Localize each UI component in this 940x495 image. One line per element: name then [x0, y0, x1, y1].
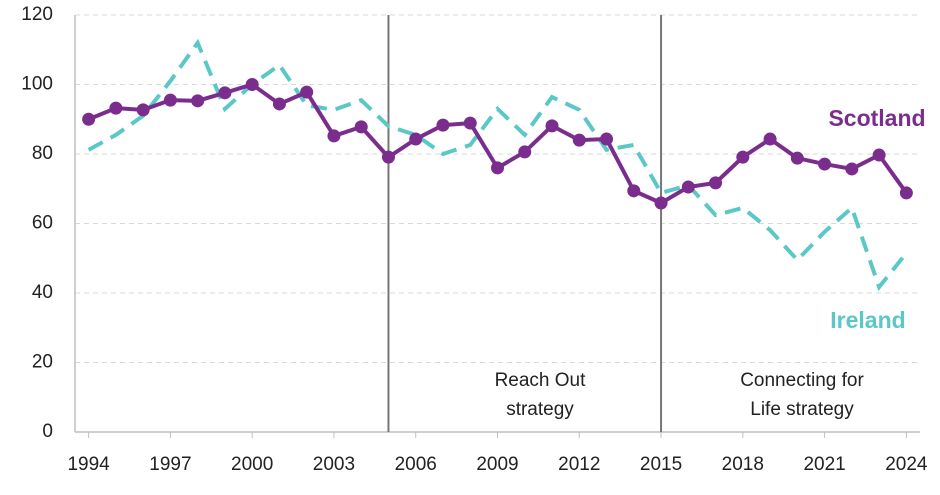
point: [327, 129, 341, 143]
point: [354, 120, 368, 134]
point: [381, 150, 395, 164]
annotation: strategy: [506, 399, 574, 420]
x-tick-label: 2012: [558, 454, 600, 475]
annotation: Connecting for: [740, 370, 864, 391]
x-tick-label: 2018: [722, 454, 764, 475]
annotation: Reach Out: [495, 370, 587, 391]
point: [436, 118, 450, 132]
point: [491, 161, 504, 175]
x-tick-label: 2006: [395, 454, 437, 475]
point: [518, 145, 532, 159]
x-tick-label: 2024: [885, 454, 928, 475]
y-tick-label: 100: [21, 74, 53, 95]
y-tick-label: 40: [32, 282, 53, 303]
point: [681, 180, 695, 194]
series-line: [87, 82, 908, 206]
point: [163, 93, 177, 107]
point: [627, 184, 641, 198]
point: [136, 103, 150, 117]
y-tick-label: 60: [32, 213, 53, 234]
point: [600, 132, 614, 146]
point: [763, 132, 777, 146]
point: [790, 151, 804, 165]
point: [736, 150, 750, 164]
point: [872, 148, 886, 162]
x-tick-label: 2021: [803, 454, 845, 475]
y-tick-label: 0: [42, 421, 53, 442]
x-tick-label: 1997: [149, 454, 191, 475]
point: [654, 196, 668, 210]
point: [545, 119, 559, 133]
y-tick-label: 20: [32, 352, 53, 373]
point: [218, 86, 232, 100]
series-line: [87, 38, 908, 292]
y-tick-label: 120: [21, 4, 53, 25]
x-tick-label: 2015: [640, 454, 682, 475]
point: [572, 133, 586, 147]
point: [463, 116, 477, 130]
point: [300, 85, 314, 99]
point: [899, 186, 913, 200]
point: [272, 97, 286, 111]
point: [245, 78, 259, 91]
point: [845, 162, 859, 176]
x-tick-label: 2009: [476, 454, 518, 475]
point: [709, 176, 723, 190]
annotation: Life strategy: [750, 399, 854, 420]
x-tick-label: 1994: [67, 454, 110, 475]
point: [409, 132, 423, 146]
x-tick-label: 2000: [231, 454, 273, 475]
y-tick-label: 80: [32, 143, 53, 164]
point: [191, 94, 205, 108]
point: [109, 101, 123, 115]
point: [82, 112, 96, 126]
series-label: Scotland: [828, 105, 925, 131]
x-tick-label: 2003: [313, 454, 355, 475]
series-label: Ireland: [830, 307, 905, 333]
point: [818, 157, 832, 171]
